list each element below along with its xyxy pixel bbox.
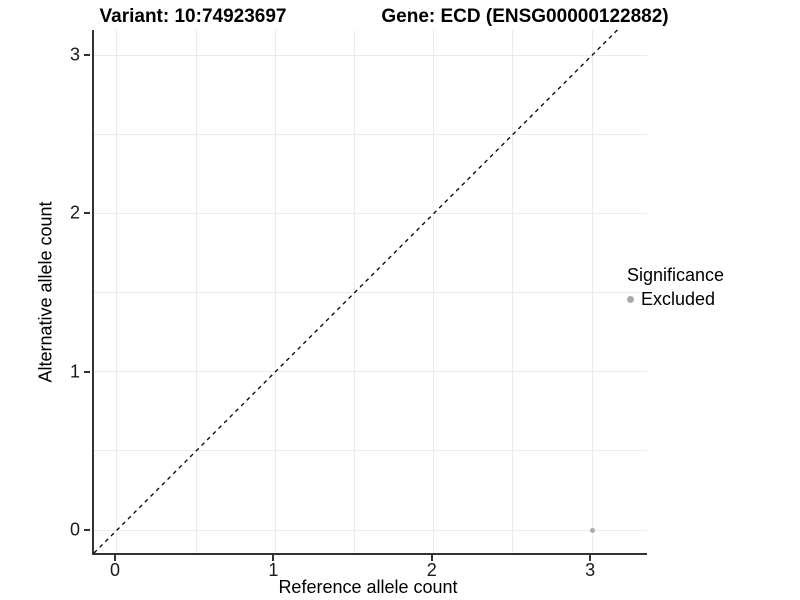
y-tick-label-2: 2 [69,202,80,223]
gridline-y-1 [94,371,647,373]
gridline-x-0.5 [195,30,197,553]
x-axis-title: Reference allele count [278,577,458,597]
y-tick-label-0: 0 [69,519,80,540]
gridline-y-2 [94,212,647,214]
plot-panel [92,29,647,555]
y-tick-label-3: 3 [69,44,80,65]
y-axis-title: Alternative allele count [35,201,56,383]
x-tick-1 [272,555,275,561]
gridline-y-0.5 [94,450,647,452]
abline [93,29,618,554]
gridline-y-3 [94,54,647,56]
x-tick-label-2: 2 [426,560,437,580]
gridline-x-2.5 [512,30,514,553]
x-tick-label-0: 0 [109,560,120,580]
y-tick-0 [84,529,90,532]
gridline-x-1 [274,30,276,553]
gridline-x-2 [433,30,435,553]
scatter-point-excluded [589,527,595,533]
x-tick-3 [589,555,592,561]
gridline-y-1.5 [94,292,647,294]
y-tick-label-1: 1 [69,361,80,382]
gridline-y-0 [94,529,647,531]
legend-key-dot-icon [627,296,634,303]
gridline-x-1.5 [354,30,356,553]
legend-title: Significance [627,265,725,285]
gridline-x-0 [116,30,118,553]
variant-title: Variant: 10:74923697 [99,6,287,27]
y-tick-1 [84,370,90,373]
legend-item-excluded: Excluded [627,289,724,310]
x-tick-0 [113,555,116,561]
gene-title: Gene: ECD (ENSG00000122882) [381,6,669,27]
y-tick-2 [84,212,90,215]
y-tick-3 [84,54,90,57]
x-tick-2 [430,555,433,561]
identity-dashed-line [93,29,618,554]
legend-item-label: Excluded [641,289,716,309]
x-tick-label-1: 1 [268,560,279,580]
legend-items: Excluded [627,289,724,310]
x-tick-label-3: 3 [585,560,596,580]
gridline-y-2.5 [94,133,647,135]
legend: Significance Excluded [627,265,724,310]
gridline-x-3 [591,30,593,553]
